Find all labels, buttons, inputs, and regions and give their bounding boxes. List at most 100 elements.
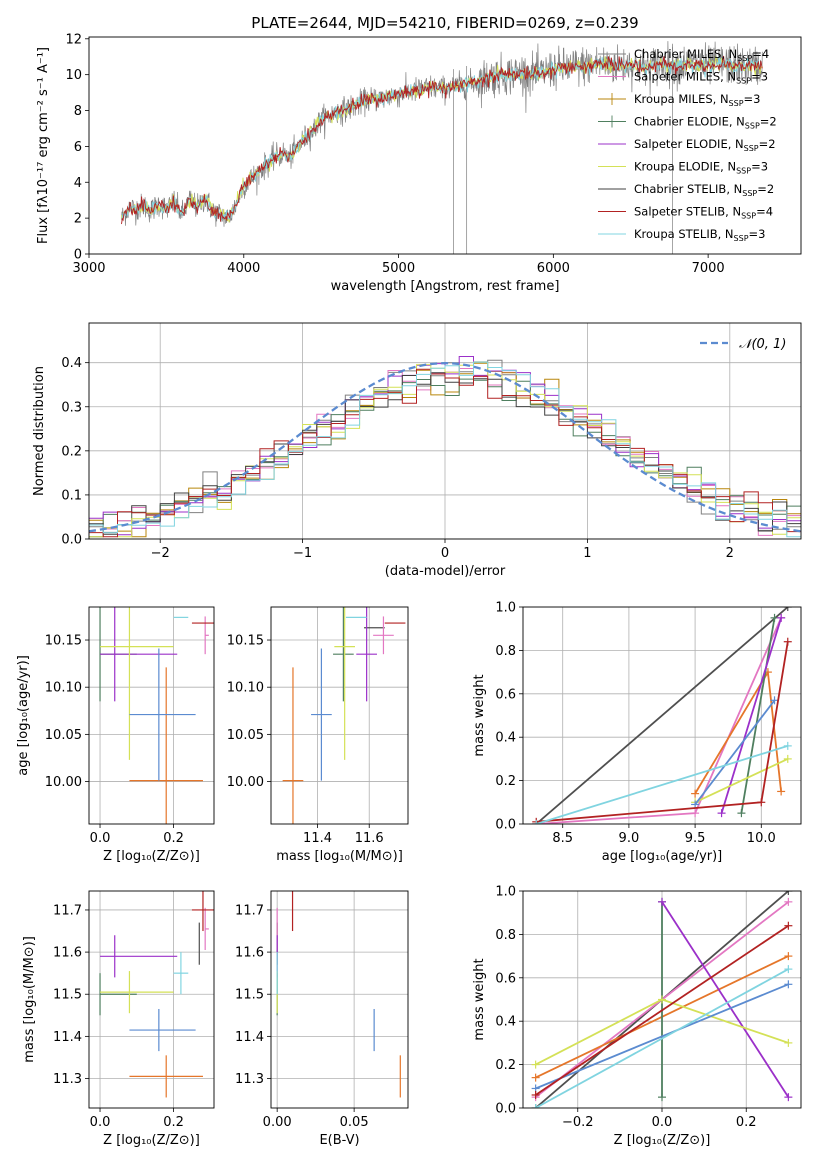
y-tick-label: 0.8 (495, 644, 516, 659)
y-axis-label: age [log₁₀(age/yr)] (16, 655, 31, 776)
y-tick-label: 6 (74, 140, 82, 155)
y-tick-label: 0.3 (61, 400, 82, 415)
x-tick-label: 9.5 (685, 831, 706, 846)
panel-spectrum: 3000 4000 5000 6000 7000 0 2 4 6 8 10 12 wavelength … (36, 32, 802, 294)
x-tick-label: 0.05 (340, 1115, 369, 1130)
y-tick-label: 11.3 (235, 1072, 264, 1087)
x-tick-label: 9.0 (619, 831, 640, 846)
y-tick-label: 11.5 (235, 988, 264, 1003)
x-tick-label: 11.6 (355, 831, 384, 846)
panel-age_vs_mass: 11.4 11.6 10.00 10.05 10.10 10.15 mass [log₁₀(… (227, 606, 409, 864)
y-tick-label: 2 (74, 212, 82, 227)
x-axis-label: wavelength [Angstrom, rest frame] (331, 279, 560, 294)
x-tick-label: 3000 (72, 261, 105, 276)
axes-frame (88, 606, 215, 825)
y-tick-label: 1.0 (495, 601, 516, 616)
x-tick-label: 5000 (382, 261, 415, 276)
y-tick-label: 10.05 (227, 728, 264, 743)
x-axis-label: (data-model)/error (385, 564, 506, 579)
mass-weight-line (694, 669, 782, 795)
plot-area-residuals (89, 323, 801, 539)
mass-weight-line (694, 758, 789, 804)
y-tick-label: 0.4 (61, 356, 82, 371)
panel-massweight_vs_Z: −0.2 0.0 0.2 0.0 0.2 0.4 0.6 0.8 1.0 Z [log₁₀(Z/Z… (472, 885, 802, 1148)
y-tick-label: 0.4 (495, 731, 516, 746)
y-axis-label: Normed distribution (32, 366, 47, 496)
axes-frame (270, 890, 409, 1109)
y-tick-label: 0.1 (61, 488, 82, 503)
plot-area-spectrum (121, 41, 763, 254)
y-tick-label: 11.6 (53, 946, 82, 961)
legend-entry: Chabrier STELIB, NSSP=2 (634, 182, 774, 198)
x-axis-label: Z [log₁₀(Z/Z⊙)] (614, 1133, 711, 1148)
y-tick-label: 11.5 (53, 988, 82, 1003)
panel-residuals: −2 −1 0 1 2 0.0 0.1 0.2 0.3 0.4 (data-model)/error… (32, 322, 802, 579)
mass-weight-line (535, 745, 789, 824)
x-tick-label: −2 (151, 546, 170, 561)
x-axis-label: Z [log₁₀(Z/Z⊙)] (103, 849, 200, 864)
y-tick-label: 0.4 (495, 1015, 516, 1030)
mass-weight-line (535, 607, 789, 824)
y-tick-label: 0.6 (495, 971, 516, 986)
panel-mass_vs_EBV: 0.00 0.05 11.3 11.4 11.5 11.6 11.7 E(B-V) (235, 890, 409, 1148)
mass-weight-line (694, 699, 776, 806)
x-tick-label: 0 (441, 546, 449, 561)
model-spectrum-line (121, 55, 763, 225)
legend-entry: 𝒩(0, 1) (739, 337, 786, 352)
legend-entry: Salpeter MILES, NSSP=3 (634, 70, 768, 86)
legend-entry: Kroupa MILES, NSSP=3 (634, 92, 760, 108)
panel-age_vs_Z: 0.0 0.2 10.00 10.05 10.10 10.15 Z [log₁₀(Z/Z⊙)… (16, 606, 215, 864)
y-axis-label: mass weight (472, 958, 487, 1040)
plot-area-massweight_vs_age (523, 607, 801, 824)
y-axis-label: mass weight (472, 674, 487, 756)
panel-massweight_vs_age: 8.5 9.0 9.5 10.0 0.0 0.2 0.4 0.6 0.8 1.0 age [log₁… (472, 601, 802, 864)
x-tick-label: 8.5 (552, 831, 573, 846)
x-tick-label: 0.00 (263, 1115, 292, 1130)
y-tick-label: 10 (65, 68, 82, 83)
x-tick-label: 2 (726, 546, 734, 561)
y-tick-label: 11.6 (235, 946, 264, 961)
y-tick-label: 0.0 (495, 1102, 516, 1117)
x-tick-label: 0.0 (652, 1115, 673, 1130)
spectrum-legend: Chabrier MILES, NSSP=4 Salpeter MILES, NS… (598, 47, 777, 243)
observed-spectrum-line (121, 41, 763, 227)
axes-frame (522, 606, 802, 825)
plot-area-age_vs_mass (271, 607, 408, 824)
y-tick-label: 0.0 (495, 818, 516, 833)
legend-entry: Salpeter STELIB, NSSP=4 (634, 205, 773, 221)
y-tick-label: 0.2 (495, 774, 516, 789)
y-tick-label: 10.00 (45, 775, 82, 790)
y-tick-label: 10.10 (45, 681, 82, 696)
legend-entry: Chabrier ELODIE, NSSP=2 (634, 115, 777, 131)
y-tick-label: 0.8 (495, 928, 516, 943)
y-axis-label: mass [log₁₀(M/M⊙)] (22, 936, 37, 1063)
x-axis-label: mass [log₁₀(M/M⊙)] (276, 849, 403, 864)
y-tick-label: 8 (74, 104, 82, 119)
histogram-line (89, 361, 801, 538)
y-tick-label: 4 (74, 176, 82, 191)
y-tick-label: 11.7 (53, 903, 82, 918)
mass-weight-line (740, 617, 776, 814)
y-tick-label: 11.7 (235, 903, 264, 918)
plot-area-age_vs_Z (89, 607, 214, 824)
y-tick-label: 0.6 (495, 687, 516, 702)
mass-weight-line (535, 983, 789, 1090)
y-tick-label: 10.05 (45, 728, 82, 743)
histogram-line (89, 368, 801, 538)
y-axis-label: Flux [fλ10⁻¹⁷ erg cm⁻² s⁻¹ A⁻¹] (36, 47, 51, 244)
x-tick-label: 11.4 (303, 831, 332, 846)
legend-entry: Kroupa ELODIE, NSSP=3 (634, 160, 768, 176)
y-tick-label: 10.10 (227, 681, 264, 696)
x-tick-label: 10.0 (747, 831, 776, 846)
x-tick-label: −1 (293, 546, 312, 561)
x-tick-label: 7000 (692, 261, 725, 276)
x-tick-label: 4000 (227, 261, 260, 276)
x-tick-label: 6000 (537, 261, 570, 276)
plot-area-massweight_vs_Z (523, 891, 801, 1108)
mass-weight-line (535, 968, 789, 1108)
legend-entry: Kroupa STELIB, NSSP=3 (634, 227, 765, 243)
y-tick-label: 10.15 (45, 634, 82, 649)
y-tick-label: 0.2 (61, 444, 82, 459)
y-tick-label: 11.3 (53, 1072, 82, 1087)
